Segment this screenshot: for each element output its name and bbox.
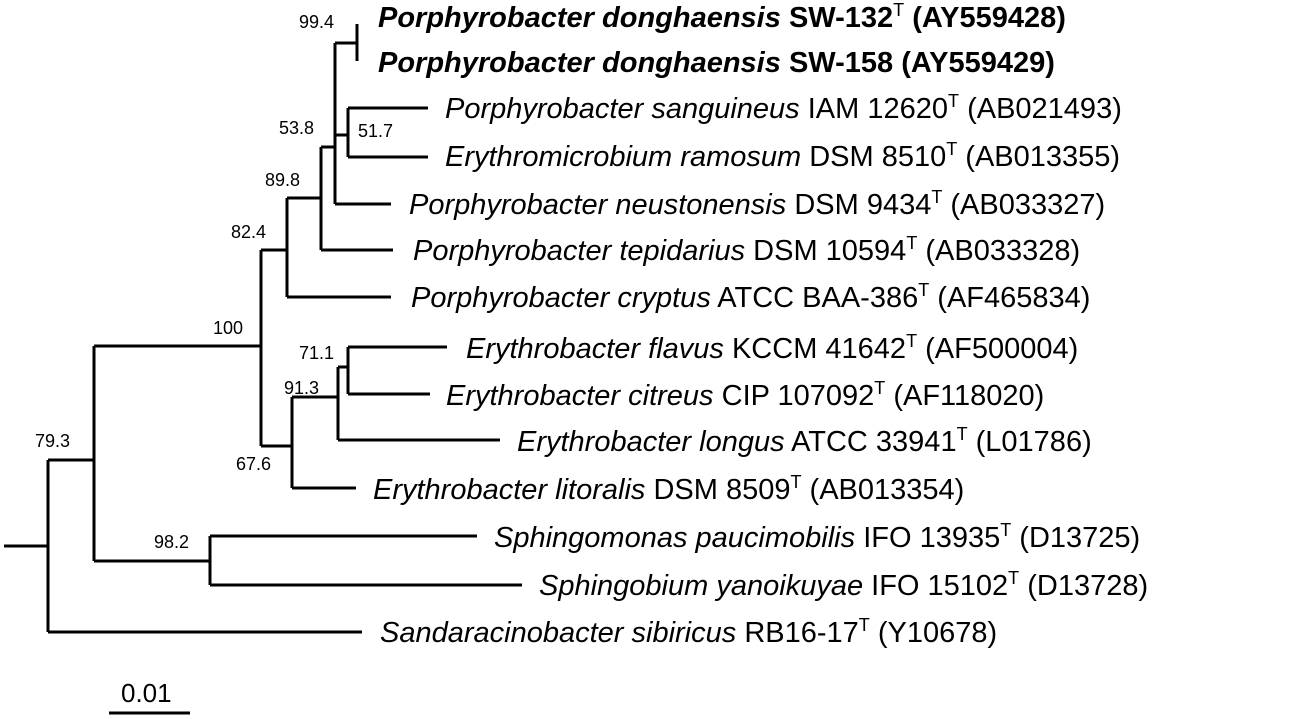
taxon-label-neustonensis: Porphyrobacter neustonensis DSM 9434T (A… (409, 187, 1105, 221)
taxon-label-sw132: Porphyrobacter donghaensis SW-132T (AY55… (378, 0, 1066, 34)
bootstrap-porphyro-core: 53.8 (279, 118, 314, 138)
taxon-label-sw158: Porphyrobacter donghaensis SW-158 (AY559… (378, 47, 1055, 79)
taxon-label-tepidarius: Porphyrobacter tepidarius DSM 10594T (AB… (413, 233, 1080, 267)
taxon-label-litoralis: Erythrobacter litoralis DSM 8509T (AB013… (373, 472, 964, 506)
bootstrap-sphingo: 98.2 (154, 532, 189, 552)
taxon-label-sibiricus: Sandaracinobacter sibiricus RB16-17T (Y1… (380, 615, 997, 649)
bootstrap-tepidarius-group: 82.4 (231, 222, 266, 242)
bootstrap-porphyro-erythro: 100 (213, 318, 243, 338)
bootstrap-values: 99.4 51.7 53.8 89.8 82.4 100 71.1 91.3 6… (35, 12, 393, 552)
taxon-label-yanoikuyae: Sphingobium yanoikuyae IFO 15102T (D1372… (539, 568, 1148, 602)
bootstrap-flavus-longus: 91.3 (284, 378, 319, 398)
taxon-label-ramosum: Erythromicrobium ramosum DSM 8510T (AB01… (445, 139, 1120, 173)
tree-branches (4, 24, 522, 715)
taxon-label-sanguineus: Porphyrobacter sanguineus IAM 12620T (AB… (445, 91, 1122, 125)
taxon-label-longus: Erythrobacter longus ATCC 33941T (L01786… (517, 424, 1092, 458)
bootstrap-sanguineus-ramosum: 51.7 (358, 121, 393, 141)
bootstrap-flavus-citreus: 71.1 (299, 343, 334, 363)
taxon-labels: Porphyrobacter donghaensis SW-132T (AY55… (373, 0, 1148, 649)
taxon-label-cryptus: Porphyrobacter cryptus ATCC BAA-386T (AF… (411, 280, 1090, 314)
taxon-label-flavus: Erythrobacter flavus KCCM 41642T (AF5000… (466, 331, 1078, 365)
bootstrap-donghaensis: 99.4 (299, 12, 334, 32)
bootstrap-neustonensis-group: 89.8 (265, 170, 300, 190)
bootstrap-erythrobacter: 67.6 (236, 454, 271, 474)
scale-bar-label: 0.01 (121, 678, 172, 708)
taxon-label-paucimobilis: Sphingomonas paucimobilis IFO 13935T (D1… (494, 520, 1140, 554)
bootstrap-ingroup: 79.3 (35, 431, 70, 451)
taxon-label-citreus: Erythrobacter citreus CIP 107092T (AF118… (446, 378, 1044, 412)
